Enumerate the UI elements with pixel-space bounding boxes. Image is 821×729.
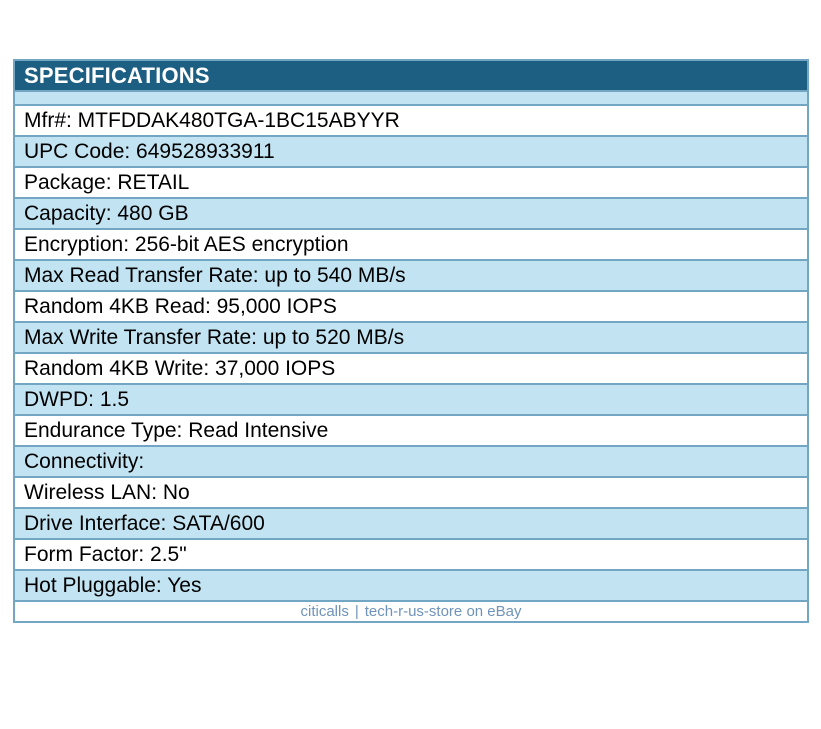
- spec-row-text: Drive Interface: SATA/600: [24, 511, 265, 535]
- spec-row-text: Encryption: 256-bit AES encryption: [24, 232, 349, 256]
- specifications-title: SPECIFICATIONS: [24, 62, 210, 88]
- spec-row: Random 4KB Read: 95,000 IOPS: [15, 292, 807, 323]
- spec-row: Mfr#: MTFDDAK480TGA-1BC15ABYYR: [15, 106, 807, 137]
- spec-row: DWPD: 1.5: [15, 385, 807, 416]
- spec-row-text: Max Write Transfer Rate: up to 520 MB/s: [24, 325, 405, 349]
- spec-row: Random 4KB Write: 37,000 IOPS: [15, 354, 807, 385]
- spec-row: Encryption: 256-bit AES encryption: [15, 230, 807, 261]
- spec-row-text: Hot Pluggable: Yes: [24, 573, 202, 597]
- spec-row-text: Form Factor: 2.5": [24, 542, 187, 566]
- spec-row: Hot Pluggable: Yes: [15, 571, 807, 602]
- footer-link-store[interactable]: tech-r-us-store on eBay: [364, 603, 522, 620]
- spec-row: Drive Interface: SATA/600: [15, 509, 807, 540]
- footer-separator: |: [354, 603, 359, 620]
- spec-row: UPC Code: 649528933911: [15, 137, 807, 168]
- spec-row-text: Package: RETAIL: [24, 170, 190, 194]
- spec-row: Max Read Transfer Rate: up to 540 MB/s: [15, 261, 807, 292]
- spec-row: Form Factor: 2.5": [15, 540, 807, 571]
- spacer-row: [15, 92, 807, 106]
- spec-row: Max Write Transfer Rate: up to 520 MB/s: [15, 323, 807, 354]
- spec-row-text: Connectivity:: [24, 449, 145, 473]
- footer-link-citicalls[interactable]: citicalls: [300, 603, 349, 620]
- spec-row-text: Endurance Type: Read Intensive: [24, 418, 329, 442]
- spec-row: Package: RETAIL: [15, 168, 807, 199]
- specifications-header: SPECIFICATIONS: [15, 61, 807, 92]
- spec-row-text: Random 4KB Read: 95,000 IOPS: [24, 294, 337, 318]
- spec-row-text: UPC Code: 649528933911: [24, 139, 275, 163]
- spec-row-text: Capacity: 480 GB: [24, 201, 189, 225]
- spec-row-text: Random 4KB Write: 37,000 IOPS: [24, 356, 336, 380]
- spec-row: Endurance Type: Read Intensive: [15, 416, 807, 447]
- spec-row-text: DWPD: 1.5: [24, 387, 130, 411]
- footer-row: citicalls | tech-r-us-store on eBay: [15, 602, 807, 621]
- spec-row-text: Max Read Transfer Rate: up to 540 MB/s: [24, 263, 406, 287]
- spec-row-text: Wireless LAN: No: [24, 480, 190, 504]
- spec-rows-container: Mfr#: MTFDDAK480TGA-1BC15ABYYR UPC Code: …: [15, 106, 807, 602]
- spec-row-text: Mfr#: MTFDDAK480TGA-1BC15ABYYR: [24, 108, 400, 132]
- specifications-table: SPECIFICATIONS Mfr#: MTFDDAK480TGA-1BC15…: [13, 59, 809, 623]
- spec-row: Connectivity:: [15, 447, 807, 478]
- spec-row: Capacity: 480 GB: [15, 199, 807, 230]
- spec-row: Wireless LAN: No: [15, 478, 807, 509]
